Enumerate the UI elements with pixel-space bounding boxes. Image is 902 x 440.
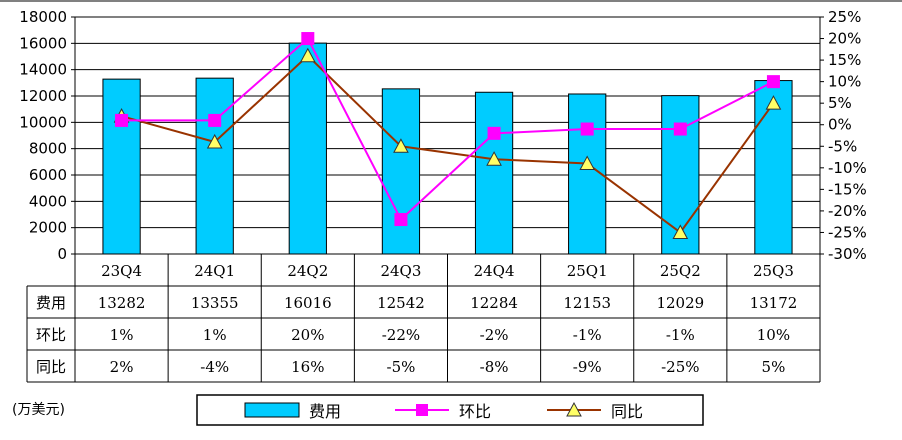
- point: [115, 113, 129, 127]
- right-tick-label: -30%: [828, 245, 867, 263]
- table-cell: 2%: [110, 358, 134, 376]
- right-tick-label: 5%: [828, 94, 852, 112]
- unit-label: (万美元): [12, 402, 65, 418]
- table-cell: -1%: [666, 326, 695, 344]
- table-cell: 12542: [377, 294, 425, 312]
- legend-swatch-marker: [416, 404, 428, 416]
- table-cell: 16%: [291, 358, 324, 376]
- left-tick-label: 18000: [19, 8, 67, 26]
- table-cell: -22%: [382, 326, 420, 344]
- legend-label: 环比: [459, 402, 491, 421]
- table-row-label: 环比: [36, 326, 66, 344]
- bar: [381, 88, 421, 255]
- table-cell: 1%: [110, 326, 134, 344]
- table-cell: -4%: [200, 358, 229, 376]
- right-tick-label: -15%: [828, 180, 867, 198]
- point: [579, 155, 596, 171]
- series-line-1: [121, 36, 774, 222]
- right-tick-label: -5%: [828, 137, 857, 155]
- point: [299, 47, 316, 63]
- legend-label: 同比: [611, 402, 643, 421]
- table-cell: -2%: [480, 326, 509, 344]
- left-tick-label: 10000: [19, 113, 67, 131]
- right-tick-label: -25%: [828, 223, 867, 241]
- table-cell: 13172: [750, 294, 798, 312]
- plot-area: [74, 16, 821, 255]
- table-cell: 1%: [203, 326, 227, 344]
- left-tick-label: 4000: [29, 192, 67, 210]
- series-line-2: [121, 54, 775, 234]
- table-row-label: 费用: [36, 294, 66, 312]
- bar: [474, 91, 514, 255]
- bar: [288, 42, 327, 255]
- category-label: 24Q1: [194, 262, 235, 280]
- left-tick-label: 2000: [29, 219, 67, 237]
- right-tick-label: -20%: [828, 202, 867, 220]
- right-tick-label: 15%: [828, 51, 861, 69]
- table-cell: 5%: [762, 358, 786, 376]
- point: [394, 213, 408, 227]
- left-tick-label: 8000: [29, 140, 67, 158]
- category-label: 24Q2: [287, 262, 328, 280]
- point: [301, 32, 315, 46]
- category-label: 25Q2: [660, 262, 701, 280]
- table-cell: 16016: [284, 294, 332, 312]
- point: [486, 151, 502, 166]
- left-tick-label: 6000: [29, 166, 67, 184]
- table-cell: 13355: [191, 294, 239, 312]
- point: [208, 113, 222, 127]
- table-cell: -25%: [661, 358, 699, 376]
- category-label: 24Q4: [474, 262, 515, 280]
- table-cell: -9%: [573, 358, 602, 376]
- table-cell: -5%: [387, 358, 416, 376]
- right-tick-label: -10%: [828, 159, 867, 177]
- point: [765, 95, 782, 110]
- table-cell: 12153: [563, 294, 611, 312]
- right-tick-label: 0%: [828, 116, 852, 134]
- right-tick-label: 25%: [828, 8, 861, 26]
- category-label: 25Q1: [567, 262, 608, 280]
- bar: [568, 93, 607, 255]
- left-tick-label: 12000: [19, 87, 67, 105]
- category-label: 23Q4: [101, 262, 142, 280]
- category-label: 25Q3: [753, 262, 794, 280]
- left-tick-label: 16000: [19, 34, 67, 52]
- table-cell: -8%: [480, 358, 509, 376]
- left-tick-label: 0: [57, 245, 67, 263]
- legend-label: 费用: [309, 402, 341, 421]
- bar: [195, 77, 234, 255]
- point: [580, 122, 594, 136]
- left-tick-label: 14000: [19, 61, 67, 79]
- table-row-label: 同比: [36, 358, 66, 376]
- point: [393, 138, 409, 153]
- table-cell: 13282: [98, 294, 146, 312]
- point: [766, 75, 780, 89]
- point: [206, 133, 223, 149]
- table-cell: 20%: [291, 326, 324, 344]
- bar: [102, 78, 141, 255]
- right-tick-label: 10%: [828, 73, 861, 91]
- legend-swatch-bar: [244, 402, 300, 418]
- category-label: 24Q3: [380, 262, 421, 280]
- point: [487, 126, 501, 140]
- point: [672, 224, 689, 239]
- legend-swatch-marker: [566, 401, 582, 417]
- point: [673, 122, 687, 136]
- table-cell: -1%: [573, 326, 602, 344]
- table-cell: 12284: [470, 294, 518, 312]
- right-tick-label: 20%: [828, 30, 861, 48]
- table-cell: 12029: [656, 294, 704, 312]
- table-cell: 10%: [757, 326, 790, 344]
